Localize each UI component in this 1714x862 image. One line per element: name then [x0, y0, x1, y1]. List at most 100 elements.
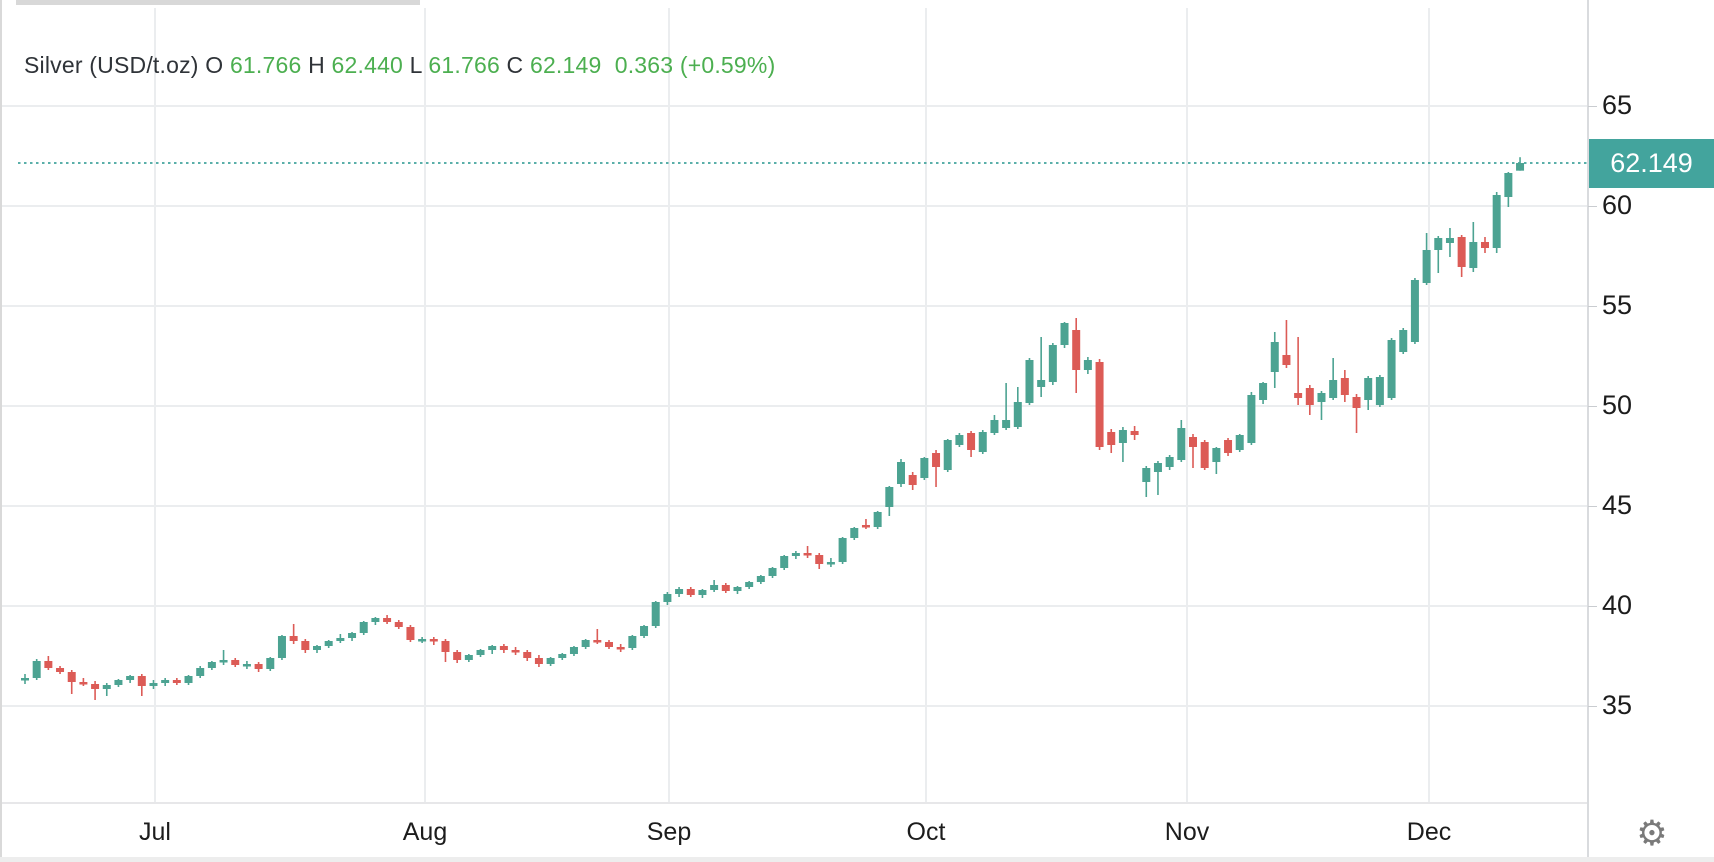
candle-up: [242, 664, 251, 667]
candle-down: [254, 664, 263, 669]
candle-up: [488, 646, 497, 650]
candle-up: [897, 462, 905, 484]
candle-down: [394, 622, 403, 627]
settings-gear-icon[interactable]: ⚙: [1636, 814, 1668, 853]
candle-up: [1422, 250, 1431, 283]
candle-down: [301, 641, 310, 650]
current-price-label: 62.149: [1589, 139, 1714, 189]
candle-down: [1282, 355, 1291, 365]
change-value: 0.363 (+0.59%): [614, 52, 776, 78]
candle-up: [791, 553, 800, 556]
candle-up: [1247, 395, 1256, 443]
candle-up: [313, 646, 321, 650]
candle-up: [710, 585, 719, 590]
candle-up: [756, 576, 765, 582]
candle-down: [406, 627, 415, 640]
y-axis-label: 55: [1602, 290, 1633, 320]
candle-down: [1200, 442, 1209, 468]
y-axis-label: 35: [1602, 690, 1633, 720]
candle-down: [1095, 362, 1104, 447]
candle-up: [733, 587, 742, 591]
candle-up: [161, 680, 170, 683]
candle-up: [651, 602, 660, 626]
candle-down: [172, 680, 181, 683]
candle-up: [1410, 280, 1419, 342]
y-axis-tick: [1588, 206, 1597, 207]
candle-up: [581, 640, 590, 647]
candle-up: [1013, 402, 1022, 427]
y-axis-tick: [1588, 306, 1597, 307]
candle-up: [1165, 457, 1174, 467]
high-label: H: [308, 52, 325, 78]
candle-up: [1492, 195, 1501, 248]
candle-up: [1142, 468, 1151, 482]
high-value: 62.440: [331, 52, 404, 78]
candle-down: [815, 555, 824, 564]
candle-down: [1130, 431, 1139, 435]
candle-down: [453, 652, 462, 660]
time-axis[interactable]: Jul Aug Sep Oct Nov Dec: [0, 804, 1588, 857]
candle-up: [126, 676, 135, 680]
candle-up: [943, 440, 952, 470]
y-axis-tick: [1588, 106, 1597, 107]
candle-up: [826, 562, 835, 565]
y-axis-label: 65: [1602, 90, 1633, 120]
candle-up: [1118, 430, 1127, 443]
candle-up: [1153, 463, 1162, 472]
instrument-name: Silver (USD/t.oz): [24, 52, 199, 78]
candle-up: [768, 568, 777, 576]
candle-down: [499, 646, 508, 650]
candle-up: [102, 685, 111, 689]
candle-down: [289, 636, 298, 641]
candle-down: [721, 585, 730, 591]
candle-up: [698, 590, 707, 595]
candle-up: [1177, 428, 1186, 460]
candle-up: [1037, 380, 1046, 387]
top-scrollbar-thumb[interactable]: [16, 0, 420, 5]
y-axis-tick: [1588, 706, 1597, 707]
candle-up: [1329, 380, 1338, 398]
candle-up: [675, 589, 684, 594]
x-axis-label: Nov: [1164, 818, 1210, 846]
candle-up: [838, 538, 847, 562]
candle-down: [1457, 237, 1466, 267]
close-label: C: [506, 52, 524, 78]
candle-down: [616, 647, 625, 650]
candle-down: [231, 660, 240, 665]
candle-up: [1025, 360, 1034, 403]
candle-up: [324, 641, 333, 646]
y-axis-label: 60: [1602, 190, 1633, 220]
candle-up: [640, 626, 649, 636]
candle-down: [137, 676, 146, 686]
candle-down: [1352, 397, 1361, 408]
candle-down: [511, 650, 520, 653]
candle-down: [593, 640, 602, 643]
low-label: L: [409, 52, 422, 78]
candle-up: [1399, 330, 1408, 352]
candle-up: [184, 676, 193, 683]
candle-down: [429, 639, 438, 642]
x-axis-label: Oct: [906, 818, 946, 846]
candle-down: [1107, 432, 1116, 445]
candle-up: [266, 658, 275, 669]
candle-down: [605, 642, 613, 647]
candle-up: [371, 618, 380, 622]
candle-up: [277, 636, 286, 658]
candle-up: [149, 683, 158, 686]
candle-up: [219, 660, 228, 663]
candle-up: [978, 432, 987, 452]
candle-up: [558, 654, 567, 658]
bottom-edge: [0, 857, 1714, 862]
candle-down: [383, 618, 392, 622]
price-axis[interactable]: 65 60 55 50 45 40 35: [1588, 0, 1714, 803]
candle-down: [1340, 378, 1349, 395]
candle-up: [663, 594, 672, 602]
x-axis-label: Aug: [402, 818, 448, 846]
candle-up: [464, 655, 473, 660]
candle-up: [850, 528, 859, 538]
candle-up: [1364, 378, 1373, 400]
x-axis-label: Jul: [139, 818, 171, 846]
y-axis-label: 45: [1602, 490, 1633, 520]
candle-up: [1375, 377, 1384, 405]
